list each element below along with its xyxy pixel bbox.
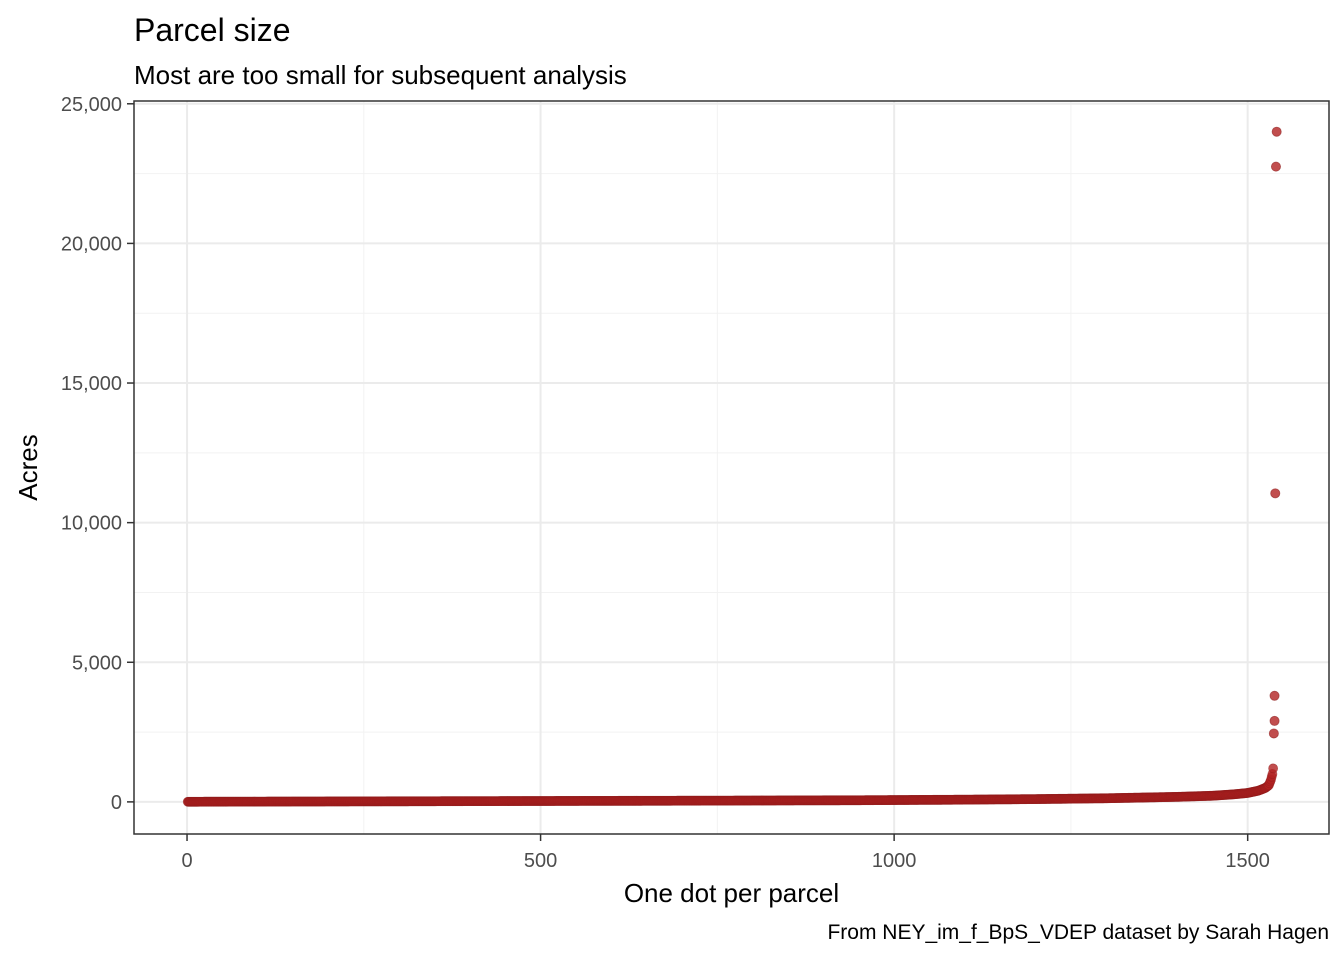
y-tick-label: 20,000 <box>61 233 122 255</box>
plot-panel-background <box>134 101 1329 834</box>
data-point-outlier <box>1269 715 1280 726</box>
x-axis: 0 500 1000 1500 <box>181 834 1270 872</box>
y-tick-label: 0 <box>111 792 122 814</box>
y-tick-label: 15,000 <box>61 373 122 395</box>
grid-minor <box>134 101 1329 834</box>
y-axis-title: Acres <box>13 434 43 500</box>
x-tick-label: 1500 <box>1225 850 1270 872</box>
data-point-outlier <box>1269 690 1280 701</box>
data-point-outlier <box>1268 728 1279 739</box>
x-tick-label: 500 <box>524 850 557 872</box>
data-point-outlier <box>1270 488 1281 499</box>
y-tick-label: 5,000 <box>72 652 122 674</box>
x-axis-title: One dot per parcel <box>624 878 839 908</box>
chart-title: Parcel size <box>134 12 291 48</box>
y-tick-label: 10,000 <box>61 513 122 535</box>
x-tick-label: 1000 <box>872 850 917 872</box>
plot-panel-border <box>133 100 1330 835</box>
y-tick-label: 25,000 <box>61 94 122 116</box>
y-axis: 0 5,000 10,000 15,000 20,000 25,000 <box>61 94 134 814</box>
data-point <box>1268 763 1279 774</box>
x-tick-label: 0 <box>181 850 192 872</box>
data-point-outlier <box>1271 126 1282 137</box>
chart-caption: From NEY_im_f_BpS_VDEP dataset by Sarah … <box>827 921 1329 944</box>
chart-subtitle: Most are too small for subsequent analys… <box>134 60 627 90</box>
data-points <box>182 126 1282 807</box>
data-point-outlier <box>1270 161 1281 172</box>
